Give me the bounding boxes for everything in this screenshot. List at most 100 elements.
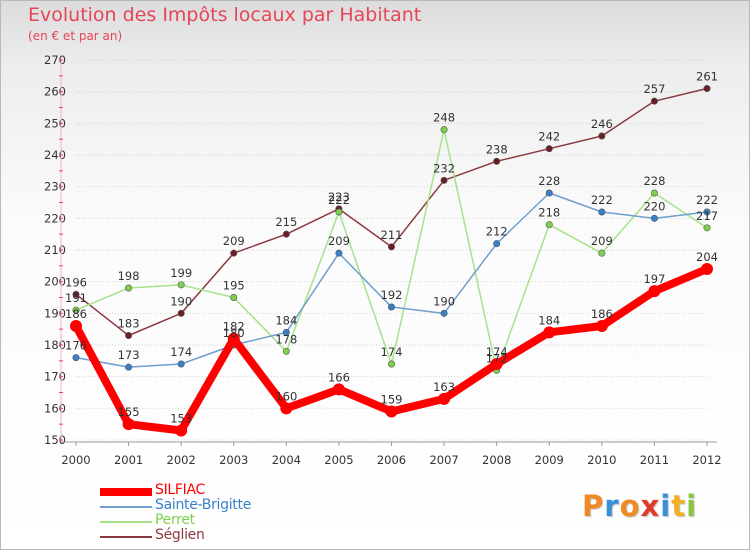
chart-title: Evolution des Impôts locaux par Habitant <box>28 4 422 26</box>
logo-letter: P <box>582 489 605 523</box>
data-point-silfiac <box>122 418 135 431</box>
data-label-s-glien: 238 <box>486 142 508 156</box>
data-label-silfiac: 166 <box>328 370 350 384</box>
data-point-s-glien <box>72 290 80 298</box>
data-label-s-glien: 246 <box>591 117 613 131</box>
data-label-silfiac: 197 <box>643 272 665 286</box>
data-label-silfiac: 204 <box>696 250 718 264</box>
data-point-perret <box>177 281 185 289</box>
chart-subtitle: (en € et par an) <box>28 29 123 43</box>
data-label-silfiac: 182 <box>223 320 245 334</box>
data-label-s-glien: 190 <box>170 294 192 308</box>
data-point-sainte-brigitte <box>282 328 290 336</box>
legend-swatch <box>100 488 152 496</box>
data-label-sainte-brigitte: 228 <box>538 174 560 188</box>
x-tick-label: 2005 <box>324 453 353 467</box>
data-point-perret <box>282 347 290 355</box>
x-tick-label: 2007 <box>429 453 458 467</box>
x-tick-label: 2002 <box>167 453 196 467</box>
x-tick-label: 2012 <box>692 453 721 467</box>
data-point-s-glien <box>650 97 658 105</box>
logo-letter: i <box>686 489 698 523</box>
data-point-silfiac <box>648 285 661 298</box>
data-label-silfiac: 159 <box>381 393 403 407</box>
data-label-silfiac: 153 <box>170 412 192 426</box>
data-point-sainte-brigitte <box>703 208 711 216</box>
data-point-sainte-brigitte <box>493 240 501 248</box>
data-point-sainte-brigitte <box>72 354 80 362</box>
data-label-silfiac: 174 <box>486 345 508 359</box>
data-label-sainte-brigitte: 180 <box>223 326 245 340</box>
data-point-s-glien <box>230 249 238 257</box>
data-label-silfiac: 160 <box>275 389 297 403</box>
data-point-s-glien <box>440 176 448 184</box>
data-label-perret: 172 <box>486 351 508 365</box>
data-label-sainte-brigitte: 212 <box>486 225 508 239</box>
data-label-sainte-brigitte: 220 <box>643 199 665 213</box>
data-point-sainte-brigitte <box>125 363 133 371</box>
data-label-sainte-brigitte: 190 <box>433 294 455 308</box>
data-label-perret: 209 <box>591 234 613 248</box>
legend-swatch <box>100 536 152 538</box>
data-point-perret <box>440 126 448 134</box>
logo-letter: x <box>640 489 661 523</box>
data-point-perret <box>125 284 133 292</box>
legend-label: Séglien <box>155 527 205 543</box>
data-point-perret <box>335 208 343 216</box>
data-label-s-glien: 242 <box>538 130 560 144</box>
data-point-sainte-brigitte <box>545 189 553 197</box>
legend-label: Perret <box>155 512 195 528</box>
data-label-sainte-brigitte: 176 <box>65 339 87 353</box>
legend-label: Sainte-Brigitte <box>155 497 252 513</box>
data-point-s-glien <box>545 145 553 153</box>
data-point-silfiac <box>332 383 345 396</box>
data-label-s-glien: 215 <box>275 215 297 229</box>
data-label-perret: 191 <box>65 291 87 305</box>
x-tick-label: 2008 <box>482 453 511 467</box>
data-label-perret: 217 <box>696 209 718 223</box>
series-line-sainte-brigitte <box>75 192 708 368</box>
data-label-sainte-brigitte: 222 <box>591 193 613 207</box>
data-point-s-glien <box>125 331 133 339</box>
data-label-perret: 218 <box>538 206 560 220</box>
data-label-perret: 199 <box>170 266 192 280</box>
data-point-perret <box>72 306 80 314</box>
data-label-s-glien: 196 <box>65 275 87 289</box>
data-point-perret <box>387 360 395 368</box>
legend-label: SILFIAC <box>155 482 206 498</box>
x-tick-label: 2001 <box>114 453 143 467</box>
data-point-perret <box>650 189 658 197</box>
data-label-perret: 174 <box>381 345 403 359</box>
data-point-silfiac <box>385 405 398 418</box>
data-point-silfiac <box>70 320 82 332</box>
data-label-s-glien: 211 <box>381 228 403 242</box>
x-tick-label: 2009 <box>535 453 564 467</box>
data-point-sainte-brigitte <box>177 360 185 368</box>
data-label-perret: 195 <box>223 279 245 293</box>
logo-letter: r <box>604 489 620 523</box>
data-point-s-glien <box>387 243 395 251</box>
data-label-silfiac: 155 <box>118 405 140 419</box>
data-point-silfiac <box>175 424 188 437</box>
data-point-s-glien <box>598 132 606 140</box>
data-label-sainte-brigitte: 192 <box>381 288 403 302</box>
data-point-perret <box>545 221 553 229</box>
data-point-sainte-brigitte <box>335 249 343 257</box>
data-label-silfiac: 163 <box>433 380 455 394</box>
data-label-silfiac: 186 <box>591 307 613 321</box>
data-label-perret: 228 <box>643 174 665 188</box>
data-label-perret: 248 <box>433 111 455 125</box>
data-point-sainte-brigitte <box>650 214 658 222</box>
data-label-s-glien: 257 <box>643 82 665 96</box>
legend-swatch <box>100 506 152 508</box>
x-tick-label: 2006 <box>377 453 406 467</box>
logo-letter: t <box>671 489 687 523</box>
data-label-s-glien: 223 <box>328 190 350 204</box>
logo-letter: i <box>660 489 672 523</box>
data-label-silfiac: 186 <box>65 307 87 321</box>
data-label-sainte-brigitte: 184 <box>275 313 297 327</box>
data-point-sainte-brigitte <box>440 309 448 317</box>
proxiti-logo: Proxiti <box>582 489 697 523</box>
data-label-silfiac: 184 <box>538 313 560 327</box>
